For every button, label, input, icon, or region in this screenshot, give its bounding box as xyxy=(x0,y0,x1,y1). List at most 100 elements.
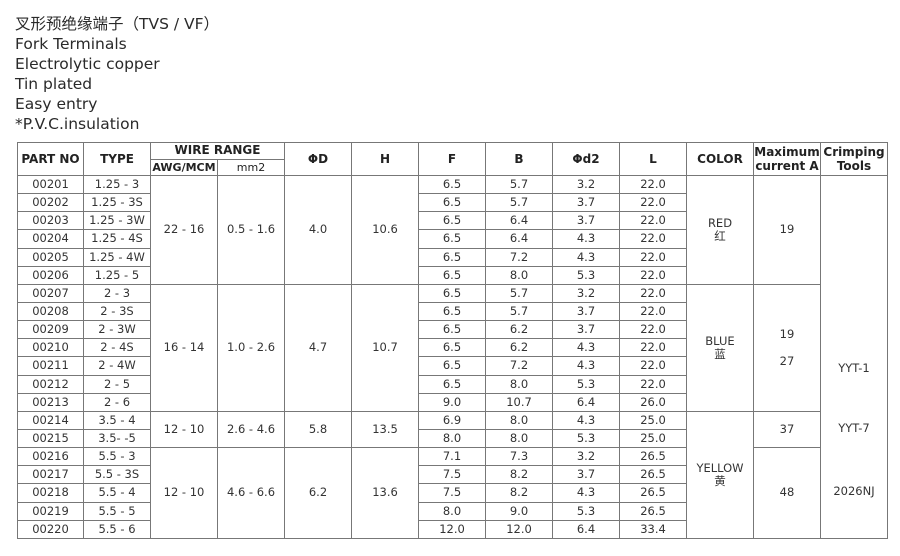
table-row: 00205 1.25 - 4W 6.5 7.2 4.3 22.0 xyxy=(17,247,888,267)
part-no-cell: 00208 xyxy=(17,301,84,322)
d2-cell: 5.3 xyxy=(552,374,620,394)
part-no-cell: 00210 xyxy=(17,338,84,358)
table-row: 00204 1.25 - 4S 6.5 6.4 4.3 22.0 xyxy=(17,229,888,249)
title-line: Tin plated xyxy=(15,75,93,93)
f-cell: 9.0 xyxy=(418,392,486,412)
crimping-tools-cell: YYT-1 YYT-7 2026NJ xyxy=(820,175,888,539)
part-no-cell: 00204 xyxy=(17,229,84,249)
b-cell: 12.0 xyxy=(485,519,553,539)
l-cell: 22.0 xyxy=(619,320,687,340)
header-l: L xyxy=(619,142,687,176)
type-cell: 3.5- -5 xyxy=(83,428,151,449)
type-cell: 1.25 - 3W xyxy=(83,211,151,231)
l-cell: 22.0 xyxy=(619,283,687,303)
h-cell: 13.5 xyxy=(351,410,419,449)
l-cell: 22.0 xyxy=(619,247,687,267)
l-cell: 26.5 xyxy=(619,483,687,503)
crimping-tool: YYT-1 xyxy=(838,361,870,375)
d2-cell: 4.3 xyxy=(552,247,620,267)
header-h: H xyxy=(351,142,419,176)
max-current-cell: 48 xyxy=(753,447,821,539)
table-row: 00216 5.5 - 3 12 - 10 4.6 - 6.6 6.2 13.6 7.1 7.… xyxy=(17,447,888,539)
mm2-cell: 4.6 - 6.6 xyxy=(217,447,285,539)
type-cell: 2 - 3 xyxy=(83,283,151,303)
header-max-current: Maximum current A xyxy=(753,142,821,176)
title-line: *P.V.C.insulation xyxy=(15,115,140,133)
color-name: YELLOW xyxy=(696,460,744,475)
l-cell: 22.0 xyxy=(619,356,687,376)
title-line: Electrolytic copper xyxy=(15,55,160,73)
type-cell: 2 - 4S xyxy=(83,338,151,358)
part-no-cell: 00207 xyxy=(17,283,84,303)
b-cell: 6.4 xyxy=(485,211,553,231)
b-cell: 8.2 xyxy=(485,465,553,485)
f-cell: 6.5 xyxy=(418,356,486,376)
d2-cell: 3.2 xyxy=(552,283,620,303)
b-cell: 8.0 xyxy=(485,410,553,430)
max-current-value: 37 xyxy=(779,421,795,436)
part-no-cell: 00205 xyxy=(17,247,84,267)
part-no-cell: 00214 xyxy=(17,410,84,430)
f-cell: 6.9 xyxy=(418,410,486,430)
d2-cell: 6.4 xyxy=(552,519,620,539)
max-current-cell: 37 xyxy=(753,410,821,449)
color-name: BLUE xyxy=(705,333,735,348)
color-cell: YELLOW 黄 xyxy=(686,410,754,539)
b-cell: 5.7 xyxy=(485,193,553,213)
f-cell: 6.5 xyxy=(418,247,486,267)
crimping-tool: YYT-7 xyxy=(838,421,870,435)
d2-cell: 3.7 xyxy=(552,301,620,322)
table-row: 00201 1.25 - 3 22 - 16 0.5 - 1.6 4.0 10.6 6.5 5… xyxy=(17,174,888,539)
d2-cell: 3.2 xyxy=(552,447,620,467)
color-name-cn: 蓝 xyxy=(714,346,726,361)
type-cell: 1.25 - 4S xyxy=(83,229,151,249)
b-cell: 6.4 xyxy=(485,229,553,249)
l-cell: 22.0 xyxy=(619,265,687,285)
b-cell: 5.7 xyxy=(485,283,553,303)
awg-cell: 22 - 16 xyxy=(150,175,218,285)
d2-cell: 4.3 xyxy=(552,410,620,430)
header-d: ΦD xyxy=(284,142,352,176)
d2-cell: 5.3 xyxy=(552,428,620,449)
d2-cell: 4.3 xyxy=(552,338,620,358)
max-current-cell: 19 27 xyxy=(753,283,821,412)
h-cell: 13.6 xyxy=(351,447,419,539)
type-cell: 3.5 - 4 xyxy=(83,410,151,430)
d2-cell: 3.7 xyxy=(552,211,620,231)
max-current-value: 48 xyxy=(779,485,795,500)
awg-cell: 16 - 14 xyxy=(150,283,218,412)
b-cell: 5.7 xyxy=(485,301,553,322)
d2-cell: 5.3 xyxy=(552,265,620,285)
b-cell: 6.2 xyxy=(485,338,553,358)
f-cell: 6.5 xyxy=(418,301,486,322)
b-cell: 8.0 xyxy=(485,265,553,285)
mm2-cell: 1.0 - 2.6 xyxy=(217,283,285,412)
table-row: 00217 5.5 - 3S 7.5 8.2 3.7 26.5 xyxy=(17,465,888,485)
b-cell: 8.2 xyxy=(485,483,553,503)
header-d2: Φd2 xyxy=(552,142,620,176)
b-cell: 7.3 xyxy=(485,447,553,467)
b-cell: 9.0 xyxy=(485,501,553,521)
max-current-cell: 19 xyxy=(753,175,821,285)
mm2-cell: 0.5 - 1.6 xyxy=(217,175,285,285)
part-no-cell: 00209 xyxy=(17,320,84,340)
type-cell: 2 - 5 xyxy=(83,374,151,394)
type-cell: 5.5 - 5 xyxy=(83,501,151,521)
header-wire-range: WIRE RANGE xyxy=(150,142,285,160)
type-cell: 2 - 4W xyxy=(83,356,151,376)
spec-table: PART NO TYPE WIRE RANGE ΦD H F B Φd2 L C… xyxy=(17,142,888,539)
d2-cell: 6.4 xyxy=(552,392,620,412)
header-mm2: mm2 xyxy=(217,158,285,176)
f-cell: 7.1 xyxy=(418,447,486,467)
header-crimping-tools: Crimping Tools xyxy=(820,142,888,176)
crimping-tool: 2026NJ xyxy=(833,484,875,498)
l-cell: 22.0 xyxy=(619,174,687,195)
f-cell: 6.5 xyxy=(418,338,486,358)
b-cell: 7.2 xyxy=(485,247,553,267)
l-cell: 26.5 xyxy=(619,465,687,485)
f-cell: 7.5 xyxy=(418,483,486,503)
d2-cell: 3.7 xyxy=(552,465,620,485)
d-cell: 4.7 xyxy=(284,283,352,412)
table-row: 00214 3.5 - 4 12 - 10 2.6 - 4.6 5.8 13.5 6.9 8.… xyxy=(17,410,888,539)
header-awg: AWG/MCM xyxy=(150,158,218,176)
